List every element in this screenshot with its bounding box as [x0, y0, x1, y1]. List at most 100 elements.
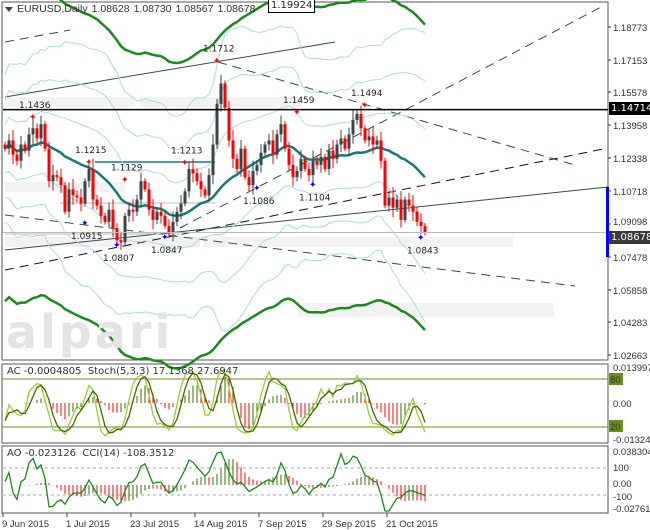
candle-body	[379, 140, 383, 161]
candle	[271, 130, 275, 165]
candle-body	[403, 199, 407, 220]
upper-envelope-line	[58, 0, 426, 65]
candle	[291, 154, 295, 187]
price-annotation: 1.1459	[283, 96, 315, 106]
candle-body	[363, 128, 367, 141]
sr-zone	[203, 237, 513, 247]
moving-average-line	[4, 141, 426, 217]
candle-body	[243, 148, 247, 178]
candle-body	[99, 205, 103, 216]
candle-body	[43, 124, 47, 149]
candle	[383, 157, 387, 209]
candle-body	[179, 203, 183, 212]
x-tick-label: 9 Jun 2015	[2, 519, 49, 530]
candle	[415, 206, 419, 227]
range-bar	[606, 187, 609, 257]
candle	[159, 203, 163, 224]
candle-body	[419, 221, 423, 226]
y-tick-label: 1.05858	[613, 286, 647, 297]
fractal-marker-icon: ✦	[253, 184, 261, 194]
candle	[3, 141, 7, 152]
candle	[219, 74, 223, 112]
band-line	[4, 66, 426, 150]
candle	[307, 162, 311, 182]
candle	[195, 168, 199, 186]
candle-body	[283, 124, 287, 149]
candle-body	[255, 164, 259, 172]
candle-body	[331, 150, 335, 159]
candle-body	[7, 140, 11, 149]
candle-body	[123, 215, 127, 243]
candle	[355, 109, 359, 125]
price-annotation: 1.1129	[111, 163, 143, 173]
candle-body	[107, 209, 111, 222]
candle	[419, 213, 423, 234]
candle-body	[135, 199, 139, 212]
candle	[131, 199, 135, 222]
candle-body	[375, 140, 379, 145]
candle-body	[79, 197, 83, 204]
candle-body	[415, 211, 419, 222]
candle	[327, 143, 331, 176]
collapse-triangle-icon[interactable]	[5, 6, 13, 12]
price-annotation: 1.1213	[171, 146, 203, 156]
candle	[63, 182, 67, 215]
candle-body	[271, 140, 275, 155]
sr-zone	[5, 97, 135, 107]
candle-body	[19, 144, 23, 161]
candle	[59, 168, 63, 193]
y-tick-label: 1.17153	[613, 56, 647, 67]
candle-body	[219, 83, 223, 104]
candle-body	[143, 181, 147, 190]
candle	[343, 135, 347, 152]
candle-body	[191, 168, 195, 174]
band-line	[4, 25, 426, 117]
current-price-tag: 1.08678	[609, 231, 650, 244]
candle-body	[267, 140, 271, 145]
ac-scale-label: 0.00	[613, 399, 632, 410]
bands-layer	[4, 0, 426, 370]
candle	[143, 178, 147, 193]
candle-body	[315, 160, 319, 165]
candle-body	[347, 134, 351, 149]
fractal-marker-icon: ✦	[85, 158, 93, 168]
candle-body	[23, 144, 27, 151]
stoch-main-line	[4, 369, 426, 437]
candle-body	[291, 164, 295, 178]
candle-body	[423, 225, 427, 233]
candle-body	[47, 148, 51, 182]
candle	[363, 125, 367, 144]
candle-body	[139, 181, 143, 200]
x-tick-label: 7 Sep 2015	[258, 519, 307, 530]
candle	[47, 141, 51, 188]
ac-scale-label: 20	[610, 422, 621, 433]
candle-body	[211, 144, 215, 176]
ac-panel-frame	[1, 363, 609, 444]
price-annotation: 1.0843	[407, 247, 439, 257]
fractal-marker-icon: ✦	[113, 241, 121, 251]
candle-body	[395, 199, 399, 208]
candle-body	[247, 177, 251, 186]
fractal-marker-icon: ✦	[361, 101, 369, 111]
candle-body	[355, 113, 359, 121]
candle	[79, 188, 83, 212]
candle	[255, 160, 259, 176]
candle-body	[307, 168, 311, 176]
candle-body	[11, 140, 15, 155]
candle-body	[367, 136, 371, 141]
y-tick-label: 1.12338	[613, 154, 647, 165]
indicator-layer	[3, 369, 608, 512]
candle	[391, 187, 395, 217]
candle	[111, 199, 115, 238]
fractal-marker-icon: ✦	[293, 108, 301, 118]
ac-scale-label: 0.013997	[613, 363, 650, 374]
candle	[39, 115, 43, 147]
band-line	[4, 197, 426, 283]
candle	[171, 211, 175, 242]
candle	[359, 105, 363, 136]
candle-body	[127, 209, 131, 216]
candle	[179, 195, 183, 220]
candle	[287, 141, 291, 171]
fractal-marker-icon: ✦	[161, 233, 169, 243]
